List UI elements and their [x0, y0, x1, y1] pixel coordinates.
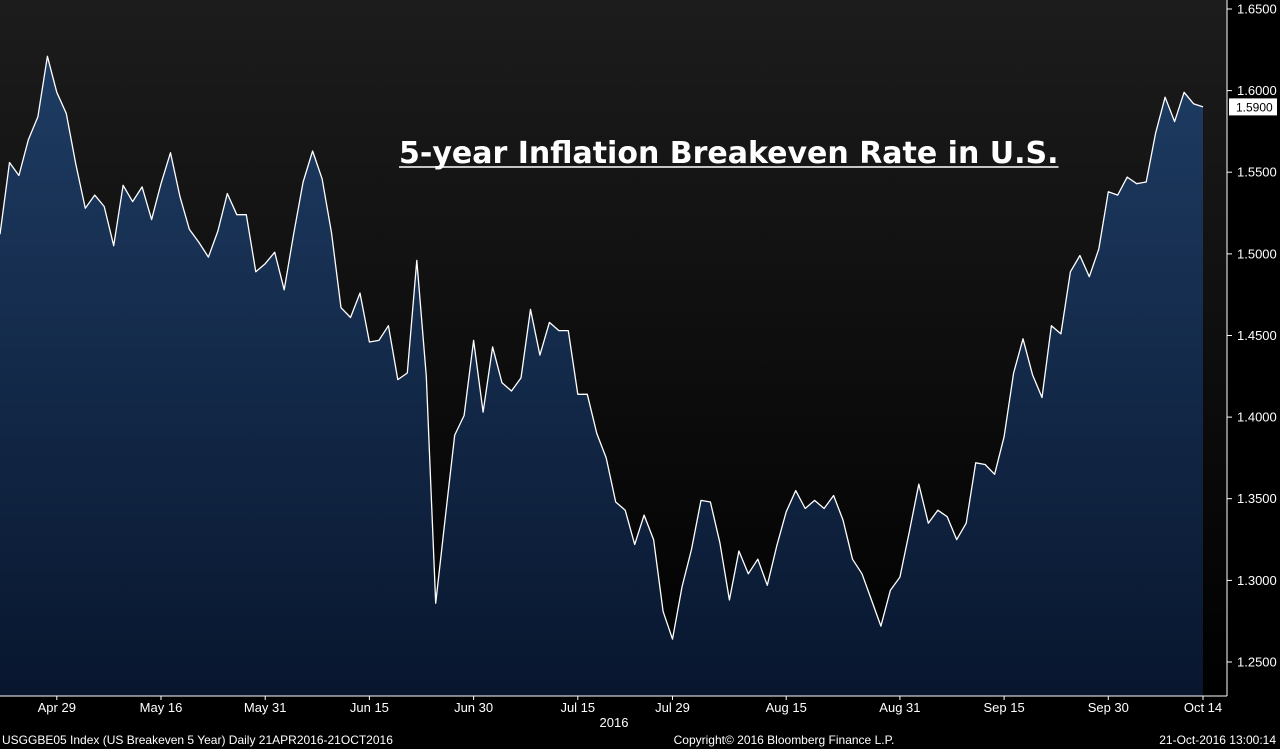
footer-copyright: Copyright© 2016 Bloomberg Finance L.P.: [674, 733, 895, 747]
year-label: 2016: [600, 715, 629, 730]
series-area: [0, 56, 1203, 697]
x-tick-label: Sep 15: [983, 700, 1024, 715]
y-tick-label: 1.4500: [1237, 328, 1277, 343]
footer-timestamp: 21-Oct-2016 13:00:14: [1159, 733, 1276, 747]
x-tick-label: Sep 30: [1088, 700, 1129, 715]
y-tick-label: 1.6000: [1237, 83, 1277, 98]
y-ticks: 1.2500 1.3000 1.3500 1.4000 1.4500 1.5000 1.55…: [1227, 2, 1277, 670]
x-tick-label: Jun 30: [454, 700, 493, 715]
x-tick-label: Jul 15: [560, 700, 595, 715]
x-ticks: Apr 29 May 16 May 31 Jun 15 Jun 30 Jul 15 Jul …: [38, 696, 1222, 715]
y-tick-label: 1.2500: [1237, 655, 1277, 670]
x-tick-label: May 16: [140, 700, 183, 715]
y-tick-label: 1.3500: [1237, 491, 1277, 506]
chart-title: 5-year Inflation Breakeven Rate in U.S.: [399, 136, 1059, 171]
last-value-box: [1229, 98, 1277, 116]
last-value-marker: 1.5900: [1229, 98, 1277, 116]
y-tick-label: 1.5500: [1237, 165, 1277, 180]
x-axis: Apr 29 May 16 May 31 Jun 15 Jun 30 Jul 15 Jul …: [0, 695, 1227, 730]
x-tick-label: Aug 15: [766, 700, 807, 715]
x-tick-label: Jun 15: [350, 700, 389, 715]
y-axis: 1.2500 1.3000 1.3500 1.4000 1.4500 1.5000 1.55…: [1226, 0, 1277, 696]
area-layer: [0, 55, 1204, 697]
footer-source: USGGBE05 Index (US Breakeven 5 Year) Dai…: [2, 733, 393, 747]
footer: USGGBE05 Index (US Breakeven 5 Year) Dai…: [2, 733, 1276, 747]
x-tick-label: Jul 29: [655, 700, 690, 715]
series-line: [0, 55, 1204, 640]
last-value-text: 1.5900: [1236, 100, 1273, 114]
x-tick-label: Oct 14: [1184, 700, 1222, 715]
x-tick-label: Apr 29: [38, 700, 76, 715]
chart-title-group: 5-year Inflation Breakeven Rate in U.S.: [399, 136, 1059, 171]
x-tick-label: May 31: [244, 700, 287, 715]
y-tick-label: 1.6500: [1237, 2, 1277, 17]
y-tick-label: 1.4000: [1237, 410, 1277, 425]
x-tick-label: Aug 31: [879, 700, 920, 715]
y-tick-label: 1.5000: [1237, 246, 1277, 261]
y-tick-label: 1.3000: [1237, 573, 1277, 588]
